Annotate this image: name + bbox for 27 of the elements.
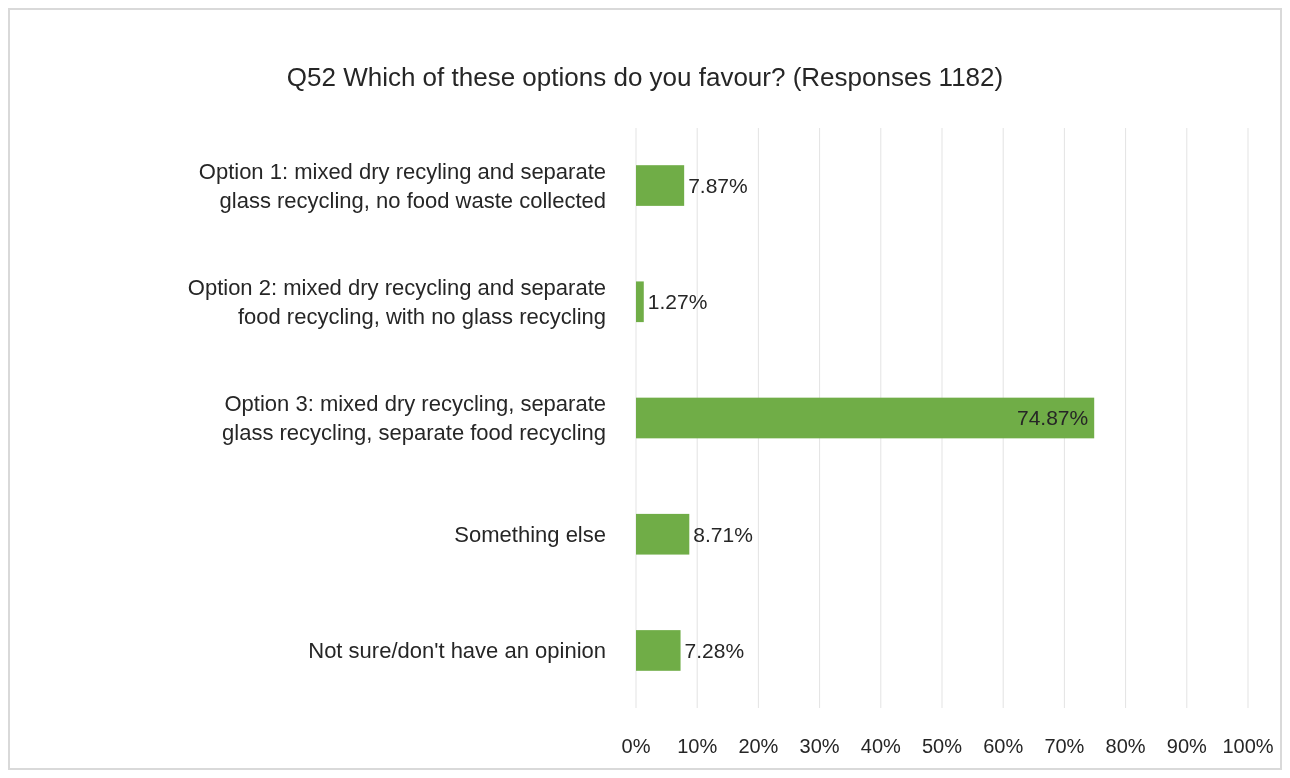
chart-title: Q52 Which of these options do you favour? (Responses 1182) <box>286 62 1004 92</box>
x-tick-label: 70% <box>1044 735 1085 757</box>
data-label: 7.28% <box>684 638 745 662</box>
bar <box>636 281 644 323</box>
bar <box>636 165 685 206</box>
x-tick-label: 50% <box>921 735 963 757</box>
data-label: 74.87% <box>1016 406 1089 430</box>
x-tick-label: 90% <box>1166 735 1208 757</box>
bar <box>636 630 681 671</box>
y-tick-label: Option 2: mixed dry recycling and separate food recycling, with no glass recycling <box>187 274 606 329</box>
x-tick-label: 80% <box>1105 735 1146 757</box>
data-label: 8.71% <box>693 522 753 546</box>
x-tick-label: 20% <box>738 735 779 757</box>
x-tick-label: 60% <box>983 735 1024 757</box>
y-tick-label: Something else <box>454 521 606 547</box>
data-label: 7.87% <box>688 173 748 197</box>
x-tick-label: 10% <box>677 735 718 757</box>
x-tick-label: 100% <box>1222 735 1274 757</box>
y-tick-label: Option 1: mixed dry recyling and separate glass recycling, no food waste collected <box>198 158 606 213</box>
x-tick-label: 40% <box>860 735 902 757</box>
y-tick-label: Option 3: mixed dry recycling, separate glass recycling, separate food recycling <box>222 391 606 446</box>
x-tick-label: 0% <box>621 735 651 757</box>
bar <box>636 513 690 555</box>
x-tick-label: 30% <box>799 735 840 757</box>
data-label: 1.27% <box>647 290 708 314</box>
y-tick-label: Not sure/don't have an opinion <box>308 638 606 664</box>
bar <box>636 397 1095 439</box>
